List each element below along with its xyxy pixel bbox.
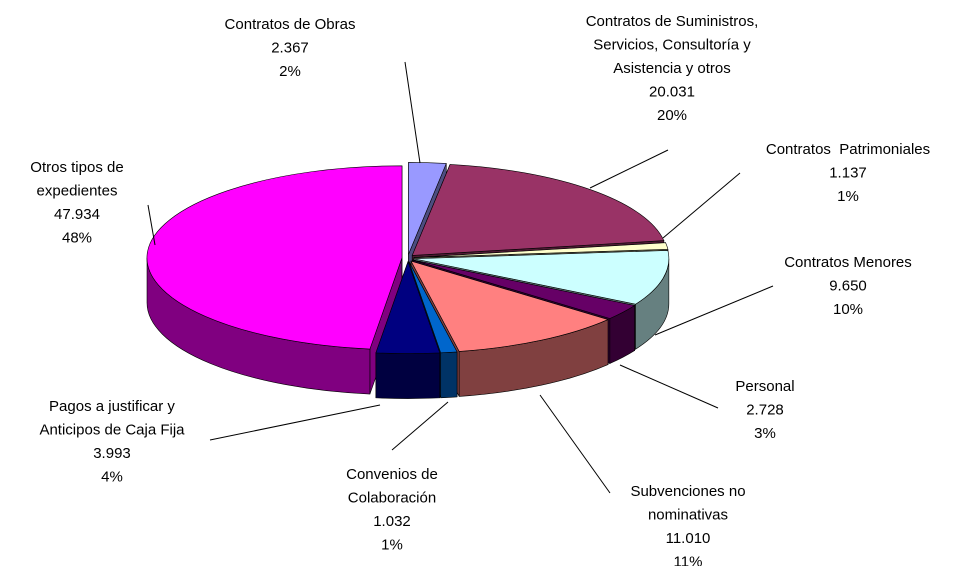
slice-top (408, 162, 447, 255)
data-label: Contratos Patrimoniales 1.137 1% (766, 141, 930, 205)
data-label: Convenios de Colaboración 1.032 1% (346, 466, 438, 554)
slice-top (146, 165, 403, 350)
value-label: 2.367 (271, 39, 309, 56)
category-label: Otros tipos de (30, 159, 123, 176)
category-label: Convenios de (346, 466, 438, 483)
slice-side (440, 351, 458, 399)
value-label: 2.728 (746, 401, 784, 418)
slice-top (410, 260, 609, 352)
category-label: Personal (735, 378, 794, 395)
slice-top (412, 259, 636, 319)
category-label: expedientes (37, 182, 118, 199)
category-label: Anticipos de Caja Fija (39, 421, 185, 438)
leader-line (147, 204, 156, 246)
category-label: Subvenciones no (630, 483, 745, 500)
value-label: 47.934 (54, 206, 100, 223)
leader-line (654, 285, 774, 336)
leader-line (404, 61, 421, 164)
percent-label: 2% (279, 63, 301, 80)
value-label: 11.010 (666, 530, 711, 547)
percent-label: 1% (381, 536, 403, 553)
leader-line (619, 364, 719, 409)
value-label: 1.032 (373, 513, 411, 530)
data-label: Contratos de Suministros, Servicios, Cons… (586, 13, 759, 124)
leader-line (662, 172, 741, 239)
category-label: nominativas (648, 506, 728, 523)
percent-label: 4% (101, 468, 123, 485)
slice-top (413, 250, 670, 305)
slice-top (408, 261, 458, 354)
data-label: Otros tipos de expedientes 47.934 48% (30, 159, 123, 247)
percent-label: 3% (754, 425, 776, 442)
percent-label: 20% (657, 107, 687, 124)
category-label: Contratos de Suministros, (586, 13, 759, 30)
value-label: 20.031 (649, 83, 695, 100)
percent-label: 1% (837, 188, 859, 205)
category-label: Servicios, Consultoría y (593, 36, 751, 53)
category-label: Pagos a justificar y (49, 398, 175, 415)
data-label: Personal 2.728 3% (735, 378, 794, 442)
data-label: Contratos Menores 9.650 10% (784, 254, 912, 318)
data-label: Pagos a justificar y Anticipos de Caja Fi… (39, 398, 185, 486)
percent-label: 48% (62, 229, 92, 246)
category-label: Asistencia y otros (613, 60, 731, 77)
leader-line (391, 401, 449, 451)
category-label: Contratos Patrimoniales (766, 141, 930, 158)
data-label: Contratos de Obras 2.367 2% (225, 16, 356, 80)
percent-label: 11% (674, 553, 703, 566)
category-label: Contratos de Obras (225, 16, 356, 33)
slice (146, 165, 403, 395)
value-label: 9.650 (829, 277, 867, 294)
slice-top (375, 260, 441, 354)
value-label: 3.993 (93, 445, 131, 462)
slice-side (375, 352, 441, 399)
percent-label: 10% (833, 301, 863, 318)
leader-line (539, 394, 611, 494)
category-label: Colaboración (348, 489, 436, 506)
slice (375, 260, 441, 399)
value-label: 1.137 (829, 164, 867, 181)
data-label: Subvenciones no nominativas 11.010 11% (630, 483, 745, 566)
leader-line (209, 404, 381, 441)
category-label: Contratos Menores (784, 254, 912, 271)
slice-top (411, 164, 665, 256)
slice-top (413, 242, 669, 258)
leader-line (589, 149, 669, 189)
